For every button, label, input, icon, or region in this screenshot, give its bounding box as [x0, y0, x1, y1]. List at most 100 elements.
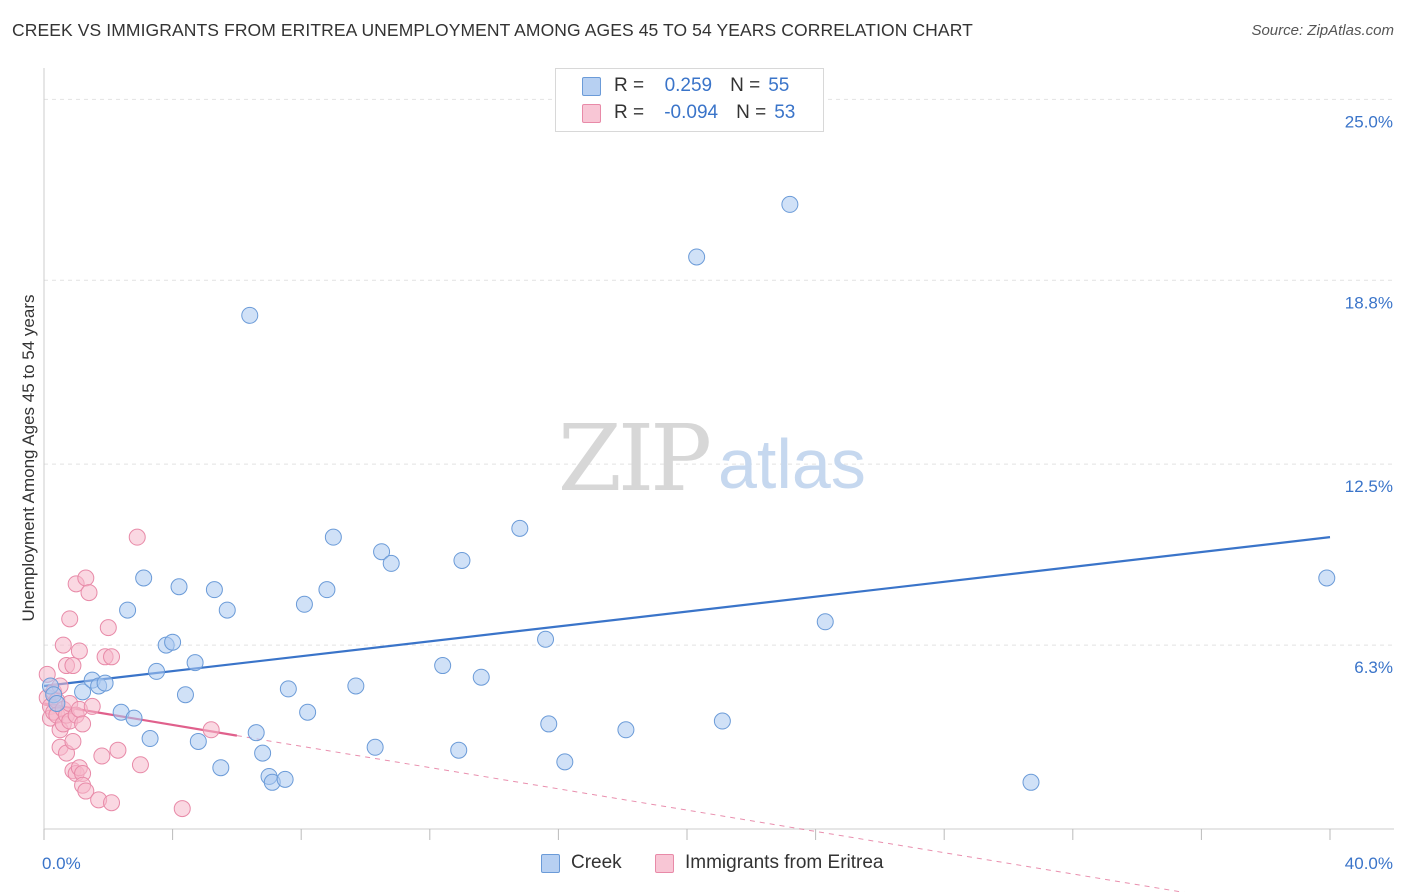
creek-point	[176, 686, 194, 704]
creek-point	[119, 601, 137, 619]
chart-title: CREEK VS IMMIGRANTS FROM ERITREA UNEMPLO…	[12, 20, 973, 40]
eritrea-legend-label: Immigrants from Eritrea	[685, 852, 884, 873]
creek-point	[205, 581, 223, 599]
creek-points	[41, 195, 1336, 791]
correlation-legend: R = 0.259 N = 55 R = -0.094 N = 53	[555, 68, 824, 132]
creek-point	[366, 738, 384, 756]
creek-point	[276, 770, 294, 788]
creek-point	[472, 668, 490, 686]
creek-point	[382, 554, 400, 572]
y-tick-label: 12.5%	[1345, 477, 1393, 496]
creek-point	[295, 595, 313, 613]
creek-point	[1022, 773, 1040, 791]
creek-point	[347, 677, 365, 695]
creek-point	[279, 680, 297, 698]
eritrea-point	[93, 747, 111, 765]
creek-point	[241, 306, 259, 324]
creek-point	[186, 654, 204, 672]
creek-point	[537, 630, 555, 648]
watermark-zip: ZIP	[558, 405, 709, 512]
creek-point	[212, 759, 230, 777]
eritrea-point	[80, 584, 98, 602]
creek-point	[781, 195, 799, 213]
creek-point	[247, 724, 265, 742]
creek-point	[135, 569, 153, 587]
n-label: N =	[730, 75, 761, 96]
y-tick-label: 18.8%	[1345, 293, 1393, 312]
creek-point	[48, 695, 66, 712]
creek-point	[688, 248, 706, 266]
creek-point	[148, 662, 166, 680]
eritrea-point	[64, 657, 82, 675]
grid-lines	[44, 98, 1394, 646]
creek-point	[1318, 569, 1336, 587]
bottom-legend-eritrea: Immigrants from Eritrea	[655, 852, 883, 874]
eritrea-point	[64, 732, 82, 750]
creek-trend-line	[43, 536, 1331, 688]
eritrea-point	[131, 756, 149, 774]
r-label: R =	[614, 75, 645, 96]
eritrea-swatch	[582, 103, 601, 123]
watermark-atlas: atlas	[718, 425, 866, 503]
creek-point	[170, 578, 188, 596]
eritrea-trend-extension	[236, 735, 1185, 892]
creek-point	[540, 715, 558, 733]
y-axis-label: Unemployment Among Ages 45 to 54 years	[19, 294, 38, 622]
eritrea-point	[83, 697, 101, 715]
eritrea-point	[103, 794, 121, 812]
creek-point	[556, 753, 574, 771]
creek-point	[617, 721, 635, 739]
tick-labels: 6.3% 12.5% 18.8% 25.0% 0.0% 40.0%	[42, 112, 1393, 873]
creek-point	[434, 657, 452, 675]
eritrea-point	[77, 569, 95, 587]
creek-point	[453, 551, 471, 569]
creek-point	[299, 703, 317, 721]
source-credit: Source: ZipAtlas.com	[1251, 22, 1394, 39]
n-value: 55	[768, 75, 790, 96]
eritrea-point	[173, 800, 191, 818]
legend-row-creek: R = 0.259 N = 55	[582, 73, 789, 99]
eritrea-point	[103, 648, 121, 666]
creek-point	[254, 744, 272, 762]
watermark: ZIP atlas	[558, 405, 866, 512]
eritrea-point	[77, 782, 95, 800]
creek-point	[125, 709, 143, 727]
creek-point	[218, 601, 236, 619]
x-tick-label: 0.0%	[42, 854, 81, 873]
creek-legend-label: Creek	[571, 852, 622, 873]
creek-point	[324, 528, 342, 546]
creek-point	[96, 674, 114, 692]
creek-swatch	[582, 76, 601, 96]
eritrea-point	[109, 741, 127, 759]
eritrea-point	[202, 721, 220, 739]
eritrea-point	[54, 636, 72, 654]
creek-point	[189, 732, 207, 750]
creek-point	[511, 519, 529, 537]
creek-point	[816, 613, 834, 631]
eritrea-point	[99, 619, 117, 637]
n-value: 53	[774, 102, 796, 123]
creek-point	[318, 581, 336, 599]
x-tick-label: 40.0%	[1345, 854, 1393, 873]
creek-point	[450, 741, 468, 759]
creek-point	[74, 683, 92, 701]
creek-point	[373, 543, 391, 561]
creek-swatch	[541, 853, 560, 873]
eritrea-point	[70, 642, 88, 660]
eritrea-point	[61, 610, 79, 628]
creek-point	[713, 712, 731, 730]
r-value: -0.094	[664, 102, 719, 123]
eritrea-swatch	[655, 853, 674, 873]
y-tick-label: 6.3%	[1354, 658, 1393, 677]
legend-row-eritrea: R = -0.094 N = 53	[582, 100, 795, 126]
creek-point	[141, 730, 159, 748]
y-tick-label: 25.0%	[1345, 112, 1393, 131]
r-label: R =	[614, 102, 645, 123]
bottom-legend-creek: Creek	[541, 852, 622, 874]
r-value: 0.259	[664, 75, 713, 96]
eritrea-point	[74, 715, 92, 733]
eritrea-point	[128, 528, 146, 546]
creek-point	[164, 633, 182, 651]
n-label: N =	[736, 102, 767, 123]
